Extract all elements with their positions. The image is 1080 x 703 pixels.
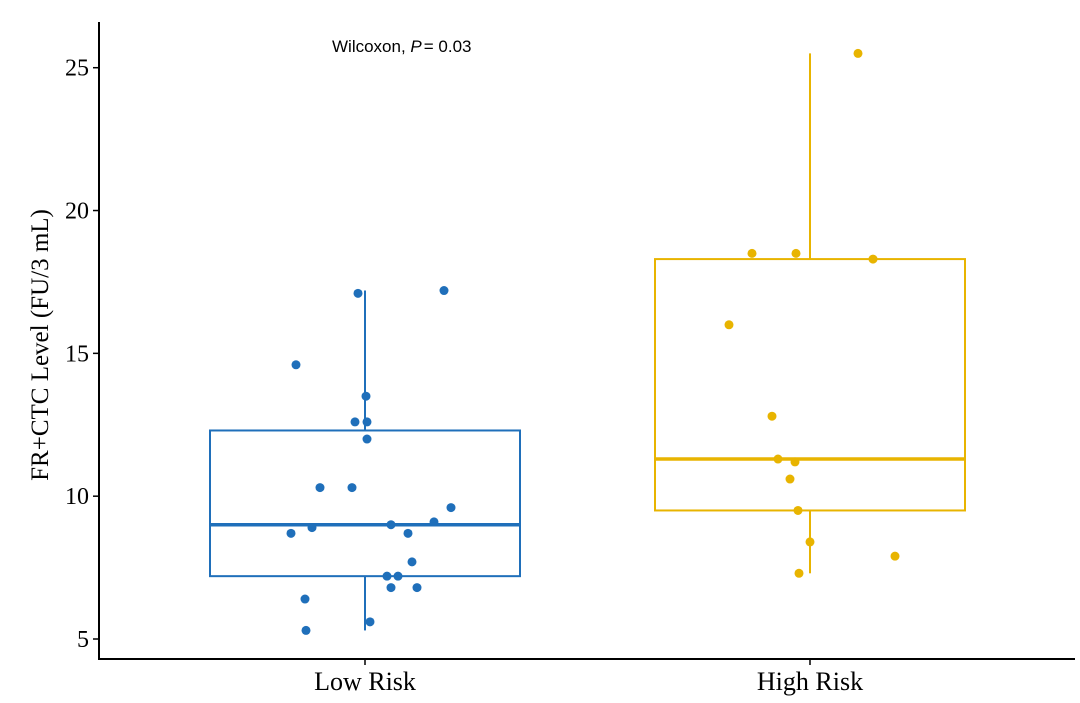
- data-point: [439, 286, 449, 296]
- data-point: [794, 568, 804, 578]
- data-point: [805, 537, 815, 547]
- data-point: [793, 505, 803, 515]
- data-point: [407, 557, 417, 567]
- data-point: [300, 594, 310, 604]
- data-point: [890, 551, 900, 561]
- data-point: [747, 248, 757, 258]
- y-tick-label: 5: [77, 627, 89, 653]
- data-point: [347, 483, 357, 493]
- data-point: [773, 454, 783, 464]
- data-point: [301, 625, 311, 635]
- data-point: [291, 360, 301, 370]
- data-point: [382, 571, 392, 581]
- data-point: [315, 483, 325, 493]
- y-tick-label: 20: [65, 199, 89, 225]
- y-tick-label: 25: [65, 56, 89, 82]
- annotation: Wilcoxon, P = 0.03: [332, 37, 472, 56]
- data-point: [412, 583, 422, 593]
- data-point: [853, 48, 863, 58]
- data-point: [386, 520, 396, 530]
- data-point: [350, 417, 360, 427]
- data-point: [785, 474, 795, 484]
- data-point: [286, 528, 296, 538]
- box: [209, 429, 521, 578]
- y-axis-label: FR+CTC Level (FU/3 mL): [27, 209, 54, 481]
- y-tick-label: 15: [65, 341, 89, 367]
- y-tick-label: 10: [65, 484, 89, 510]
- data-point: [868, 254, 878, 264]
- data-point: [361, 391, 371, 401]
- data-point: [790, 457, 800, 467]
- data-point: [365, 617, 375, 627]
- data-point: [791, 248, 801, 258]
- box: [654, 258, 966, 512]
- data-point: [393, 571, 403, 581]
- data-point: [446, 503, 456, 513]
- annotation-symbol: P: [410, 37, 422, 56]
- data-point: [362, 417, 372, 427]
- x-tick-label: Low Risk: [314, 667, 416, 696]
- annotation-prefix: Wilcoxon,: [332, 37, 410, 56]
- data-point: [403, 528, 413, 538]
- data-point: [724, 320, 734, 330]
- data-point: [307, 523, 317, 533]
- data-point: [362, 434, 372, 444]
- x-tick-label: High Risk: [757, 667, 863, 696]
- annotation-suffix: = 0.03: [424, 37, 472, 56]
- data-point: [386, 583, 396, 593]
- data-point: [429, 517, 439, 527]
- data-point: [353, 288, 363, 298]
- data-point: [767, 411, 777, 421]
